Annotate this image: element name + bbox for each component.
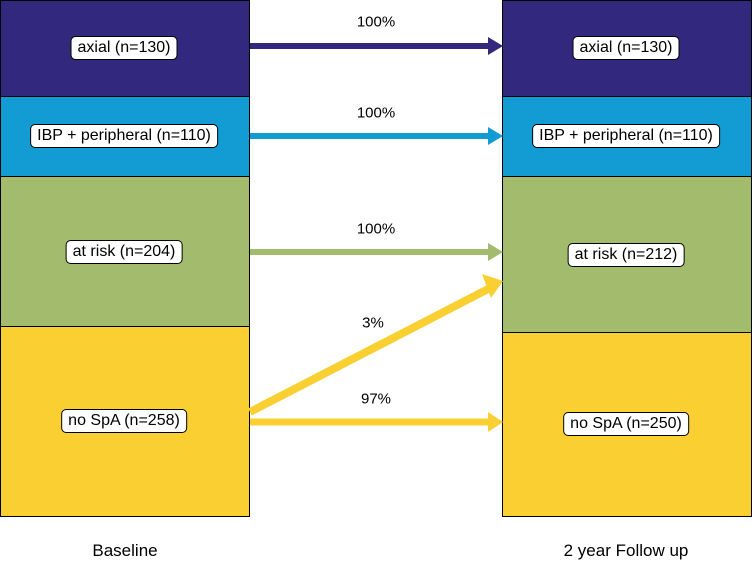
- followup-no-spa-block: [502, 332, 752, 517]
- pct-axial-to-axial: 100%: [356, 13, 396, 31]
- arrow-at-risk-to-at-risk: [250, 243, 503, 261]
- baseline-no-spa-label: no SpA (n=258): [61, 409, 187, 433]
- pct-no-spa-to-no-spa: 97%: [360, 390, 392, 408]
- arrow-ibp-to-ibp: [250, 127, 503, 145]
- pct-at-risk-to-at-risk: 100%: [356, 220, 396, 238]
- arrow-no-spa-to-no-spa: [250, 412, 503, 432]
- baseline-at-risk-label: at risk (n=204): [65, 240, 183, 264]
- baseline-column-title: Baseline: [92, 541, 158, 560]
- followup-no-spa-label: no SpA (n=250): [563, 412, 689, 436]
- arrow-no-spa-to-at-risk: [248, 274, 503, 416]
- followup-ibp-label: IBP + peripheral (n=110): [532, 124, 720, 148]
- followup-at-risk-label: at risk (n=212): [567, 243, 685, 267]
- pct-no-spa-to-at-risk: 3%: [362, 314, 384, 332]
- followup-axial-label: axial (n=130): [572, 36, 680, 60]
- baseline-axial-label: axial (n=130): [70, 36, 178, 60]
- arrow-axial-to-axial: [250, 37, 503, 55]
- baseline-ibp-label: IBP + peripheral (n=110): [30, 124, 218, 148]
- followup-column-title: 2 year Follow up: [563, 541, 689, 560]
- pct-ibp-to-ibp: 100%: [356, 104, 396, 122]
